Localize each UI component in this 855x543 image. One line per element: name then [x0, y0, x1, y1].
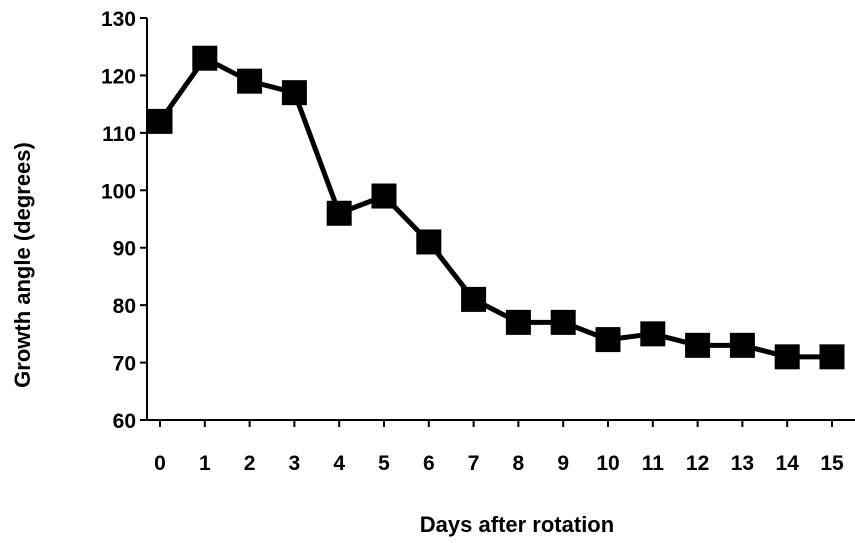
y-tick-label: 80: [113, 295, 136, 318]
x-tick-label: 8: [513, 452, 525, 475]
series-layer: [147, 45, 845, 370]
x-tick-label: 2: [244, 452, 256, 475]
series-line: [157, 55, 832, 360]
y-tick-label: 120: [101, 65, 136, 88]
data-point-marker: [685, 332, 711, 358]
x-tick-label: 0: [154, 452, 166, 475]
data-point-marker: [281, 80, 307, 106]
data-point-marker: [326, 200, 352, 226]
x-tick-label: 4: [333, 452, 345, 475]
data-point-marker: [505, 309, 531, 335]
y-tick-label: 110: [102, 123, 136, 146]
data-point-marker: [147, 108, 173, 134]
data-point-marker: [595, 327, 621, 353]
y-tick-label: 130: [101, 8, 136, 31]
data-point-marker: [819, 344, 845, 370]
data-point-marker: [371, 183, 397, 209]
x-tick-label: 11: [642, 452, 665, 475]
y-axis: 60 70 80 90 100 110 120 130: [101, 8, 148, 433]
x-tick-label: 3: [289, 452, 301, 475]
y-tick-label: 90: [113, 238, 136, 261]
x-axis: 0 1 2 3 4 5 6 7 8 9 10 11 12 13 14 15: [147, 419, 855, 475]
x-axis-title: Days after rotation: [420, 512, 614, 537]
y-axis-title: Growth angle (degrees): [10, 142, 35, 388]
x-tick-label: 15: [820, 452, 844, 475]
data-point-marker: [640, 321, 666, 347]
x-tick-label: 9: [557, 452, 569, 475]
y-tick-label: 100: [101, 180, 136, 203]
data-point-marker: [461, 286, 487, 312]
data-point-marker: [550, 309, 576, 335]
x-tick-label: 10: [596, 452, 619, 475]
data-point-marker: [729, 332, 755, 358]
y-tick-label: 70: [113, 353, 136, 376]
x-tick-label: 6: [423, 452, 435, 475]
data-point-marker: [192, 45, 218, 71]
x-tick-label: 14: [776, 452, 800, 475]
x-tick-label: 13: [731, 452, 754, 475]
data-point-marker: [416, 229, 442, 255]
data-point-marker: [237, 68, 263, 94]
data-point-marker: [774, 344, 800, 370]
x-tick-label: 1: [199, 452, 211, 475]
x-tick-label: 5: [378, 452, 390, 475]
x-tick-label: 7: [468, 452, 480, 475]
x-tick-label: 12: [686, 452, 709, 475]
y-tick-label: 60: [113, 410, 136, 433]
